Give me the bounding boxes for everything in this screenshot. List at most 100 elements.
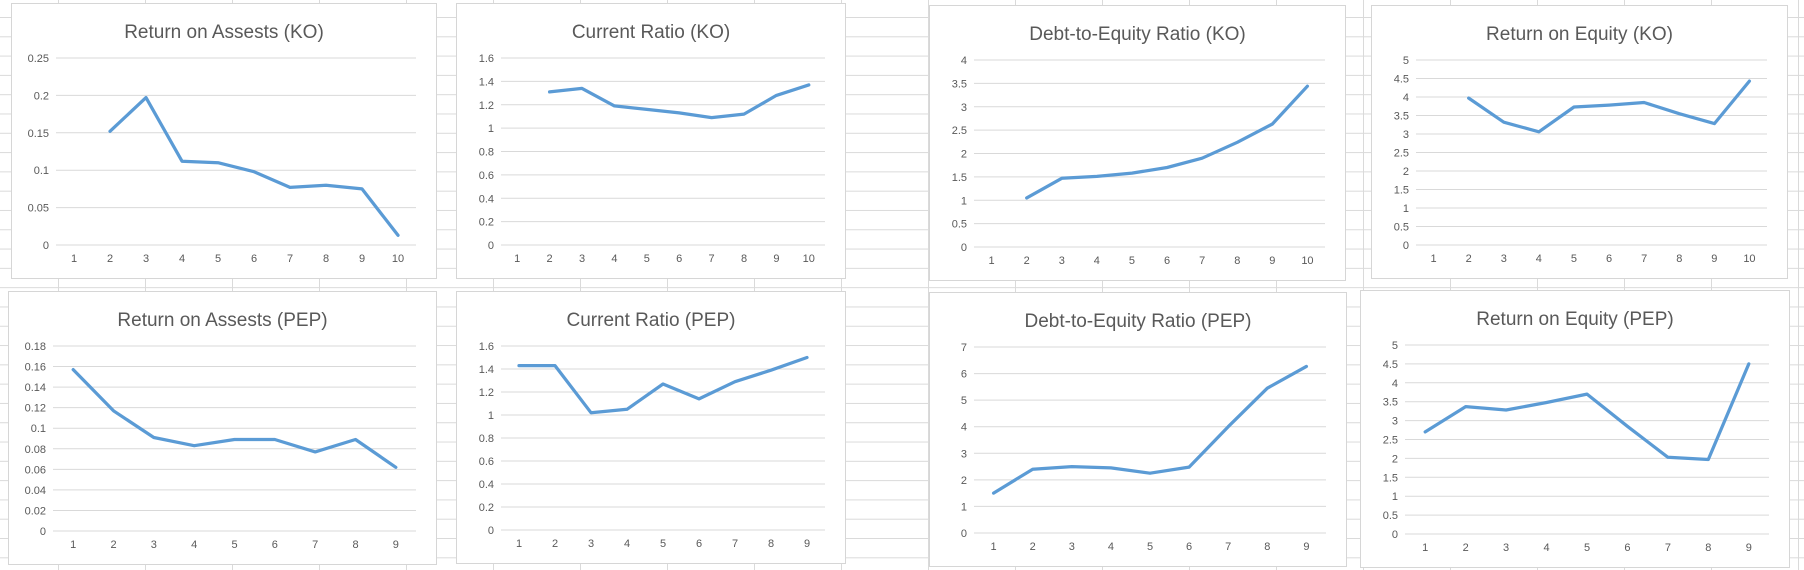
x-axis-tick-label: 6 — [251, 253, 257, 265]
chart-return-on-equity-pep[interactable]: Return on Equity (PEP) 0 0.5 1 1.5 2 2.5 3 3.5 4 4… — [1360, 290, 1790, 568]
y-axis-tick-label: 1 — [488, 410, 494, 422]
chart-title: Return on Assests (PEP) — [117, 310, 327, 331]
y-axis-tick-label: 2 — [1392, 453, 1398, 465]
series-line — [1025, 84, 1310, 200]
x-axis-tick-label: 9 — [1711, 253, 1717, 265]
x-axis-tick-label: 9 — [1269, 255, 1275, 267]
chart-plot-area: Debt-to-Equity Ratio (PEP) 0 1 2 3 4 5 6 7 1 2 3 4 5 6… — [961, 311, 1326, 553]
y-axis-tick-label: 4 — [961, 422, 967, 434]
y-axis-tick-label: 0.02 — [25, 505, 46, 517]
x-axis-tick-label: 2 — [107, 253, 113, 265]
series-line — [547, 83, 811, 120]
x-axis-tick-label: 8 — [323, 253, 329, 265]
x-axis-tick-label: 4 — [1536, 253, 1542, 265]
x-axis-tick-label: 2 — [110, 539, 116, 551]
y-axis-tick-label: 0 — [1392, 529, 1398, 541]
x-axis-tick-label: 7 — [287, 253, 293, 265]
chart-debt-to-equity-ratio-ko[interactable]: Debt-to-Equity Ratio (KO) 0 0.5 1 1.5 2 2.5 3 3.… — [929, 5, 1346, 281]
chart-plot-area: Return on Equity (PEP) 0 0.5 1 1.5 2 2.5 3 3.5 4 4… — [1383, 309, 1769, 554]
chart-title: Return on Equity (KO) — [1486, 24, 1673, 45]
y-axis-tick-label: 1 — [488, 123, 494, 135]
y-axis-tick-label: 0.08 — [25, 444, 46, 456]
x-axis-tick-label: 7 — [709, 253, 715, 265]
x-axis-tick-label: 7 — [1641, 253, 1647, 265]
x-axis-tick-label: 2 — [1030, 541, 1036, 553]
y-axis-tick-label: 0 — [488, 240, 494, 252]
y-axis-tick-label: 4.5 — [1394, 74, 1409, 86]
x-axis-tick-label: 4 — [1094, 255, 1100, 267]
chart-return-on-equity-ko[interactable]: Return on Equity (KO) 0 0.5 1 1.5 2 2.5 3 3.5 4 4.… — [1371, 5, 1788, 279]
chart-title: Debt-to-Equity Ratio (KO) — [1029, 24, 1245, 45]
x-axis-tick-label: 2 — [547, 253, 553, 265]
x-axis-tick-label: 9 — [1746, 542, 1752, 554]
series-line — [108, 95, 400, 237]
x-axis-tick-label: 2 — [1463, 542, 1469, 554]
y-axis-tick-label: 4.5 — [1383, 359, 1398, 371]
y-axis-tick-label: 0.2 — [479, 502, 494, 514]
y-axis-tick-label: 1.2 — [479, 100, 494, 112]
x-axis-tick-label: 1 — [990, 541, 996, 553]
x-axis-tick-label: 6 — [1624, 542, 1630, 554]
y-axis-tick-label: 0.2 — [34, 90, 49, 102]
y-axis-tick-label: 2 — [961, 475, 967, 487]
y-axis-tick-label: 0.12 — [25, 403, 46, 415]
y-axis-tick-label: 0.5 — [1383, 510, 1398, 522]
y-axis-tick-label: 1.4 — [479, 76, 494, 88]
y-axis-tick-label: 1.4 — [479, 364, 494, 376]
x-axis-tick-label: 3 — [151, 539, 157, 551]
x-axis-tick-label: 3 — [588, 538, 594, 550]
y-axis-tick-label: 0.4 — [479, 193, 494, 205]
x-axis-tick-label: 4 — [1543, 542, 1549, 554]
y-axis-tick-label: 3 — [961, 448, 967, 460]
x-axis-tick-label: 1 — [70, 539, 76, 551]
chart-return-on-assests-ko[interactable]: Return on Assests (KO) 0 0.05 0.1 0.15 0.2 0.2… — [11, 3, 437, 279]
x-axis-tick-label: 9 — [773, 253, 779, 265]
y-axis-tick-label: 0.06 — [25, 464, 46, 476]
x-axis-tick-label: 7 — [1225, 541, 1231, 553]
chart-title: Current Ratio (PEP) — [567, 310, 736, 331]
chart-plot-area: Return on Equity (KO) 0 0.5 1 1.5 2 2.5 3 3.5 4 4.… — [1394, 24, 1767, 265]
chart-plot-area: Return on Assests (KO) 0 0.05 0.1 0.15 0.2 0.2… — [28, 22, 416, 265]
x-axis-tick-label: 10 — [392, 253, 404, 265]
x-axis-tick-label: 9 — [804, 538, 810, 550]
chart-debt-to-equity-ratio-pep[interactable]: Debt-to-Equity Ratio (PEP) 0 1 2 3 4 5 6 7 1 2 3 4 5 6… — [929, 292, 1347, 567]
x-axis-tick-label: 1 — [514, 253, 520, 265]
y-axis-tick-label: 0.5 — [952, 219, 967, 231]
y-axis-tick-label: 0.15 — [28, 128, 49, 140]
y-axis-tick-label: 0.5 — [1394, 222, 1409, 234]
y-axis-tick-label: 0.1 — [31, 423, 46, 435]
y-axis-tick-label: 0.6 — [479, 456, 494, 468]
y-axis-tick-label: 3.5 — [1394, 111, 1409, 123]
x-axis-tick-label: 4 — [624, 538, 630, 550]
x-axis-tick-label: 2 — [1466, 253, 1472, 265]
y-axis-tick-label: 0.05 — [28, 203, 49, 215]
y-axis-tick-label: 0.8 — [479, 147, 494, 159]
x-axis-tick-label: 5 — [1571, 253, 1577, 265]
x-axis-tick-label: 8 — [768, 538, 774, 550]
x-axis-tick-label: 6 — [272, 539, 278, 551]
y-axis-tick-label: 2.5 — [1394, 148, 1409, 160]
series-line — [1467, 79, 1752, 134]
y-axis-tick-label: 4 — [1403, 92, 1409, 104]
chart-current-ratio-pep[interactable]: Current Ratio (PEP) 0 0.2 0.4 0.6 0.8 1 1.2 1.4 1… — [456, 291, 846, 564]
x-axis-tick-label: 7 — [1199, 255, 1205, 267]
y-axis-tick-label: 6 — [961, 369, 967, 381]
x-axis-tick-label: 1 — [516, 538, 522, 550]
y-axis-tick-label: 3.5 — [952, 78, 967, 90]
y-axis-tick-label: 5 — [961, 395, 967, 407]
chart-current-ratio-ko[interactable]: Current Ratio (KO) 0 0.2 0.4 0.6 0.8 1 1.2 1.4 1.… — [456, 3, 846, 279]
x-axis-tick-label: 7 — [1665, 542, 1671, 554]
x-axis-tick-label: 3 — [1069, 541, 1075, 553]
chart-return-on-assests-pep[interactable]: Return on Assests (PEP) 0 0.02 0.04 0.06 0.08… — [8, 291, 437, 565]
y-axis-tick-label: 3 — [1392, 416, 1398, 428]
x-axis-tick-label: 5 — [660, 538, 666, 550]
chart-plot-area: Return on Assests (PEP) 0 0.02 0.04 0.06 0.08… — [25, 310, 416, 551]
x-axis-tick-label: 3 — [1501, 253, 1507, 265]
x-axis-tick-label: 4 — [191, 539, 197, 551]
x-axis-tick-label: 6 — [1164, 255, 1170, 267]
y-axis-tick-label: 0.04 — [25, 485, 46, 497]
series-line — [71, 367, 398, 469]
x-axis-tick-label: 5 — [231, 539, 237, 551]
x-axis-tick-label: 8 — [1705, 542, 1711, 554]
series-line — [517, 355, 809, 415]
